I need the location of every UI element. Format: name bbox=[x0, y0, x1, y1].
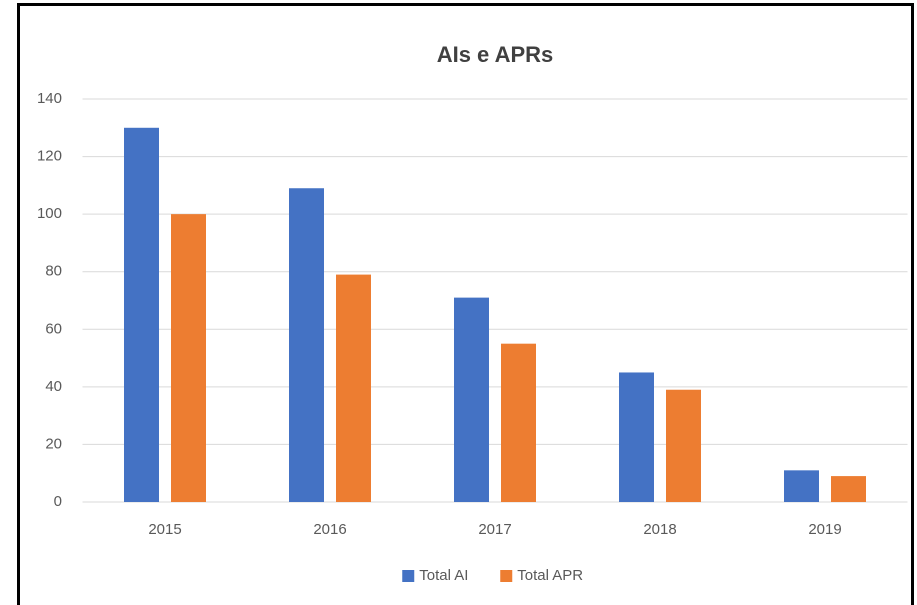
legend-label: Total APR bbox=[517, 567, 583, 584]
x-tick-label: 2019 bbox=[808, 521, 841, 538]
y-tick-label: 20 bbox=[45, 435, 62, 452]
legend-swatch bbox=[402, 570, 415, 582]
y-tick-label: 120 bbox=[37, 148, 62, 165]
x-tick-label: 2015 bbox=[148, 521, 181, 538]
bar bbox=[171, 214, 206, 502]
y-tick-label: 100 bbox=[37, 205, 62, 222]
bar bbox=[124, 127, 159, 503]
y-tick-label: 40 bbox=[45, 378, 62, 395]
bar bbox=[784, 470, 819, 502]
y-tick-label: 60 bbox=[45, 320, 62, 337]
y-tick-label: 140 bbox=[37, 90, 62, 107]
x-tick-label: 2016 bbox=[313, 521, 346, 538]
bar bbox=[501, 343, 536, 502]
chart-title: AIs e APRs bbox=[437, 42, 554, 67]
bar bbox=[336, 274, 371, 502]
bar bbox=[454, 297, 489, 502]
y-tick-label: 80 bbox=[45, 263, 62, 280]
legend-label: Total AI bbox=[419, 567, 468, 584]
x-tick-label: 2017 bbox=[478, 521, 511, 538]
bar bbox=[831, 476, 866, 502]
y-tick-label: 0 bbox=[54, 493, 62, 510]
x-tick-label: 2018 bbox=[643, 521, 676, 538]
bar bbox=[289, 188, 324, 502]
legend-swatch bbox=[500, 570, 513, 582]
bar bbox=[666, 389, 701, 502]
bar bbox=[619, 372, 654, 502]
